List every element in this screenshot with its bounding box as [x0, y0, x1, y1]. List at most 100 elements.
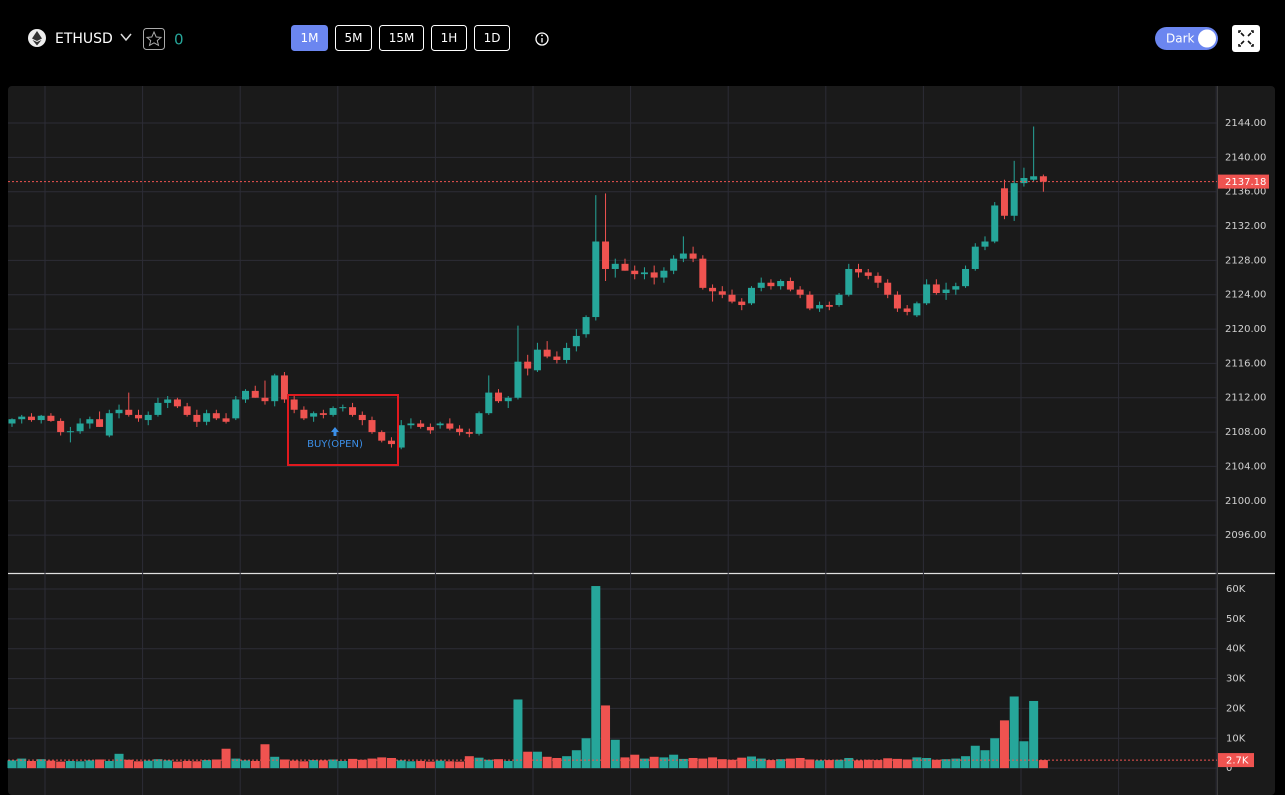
y-tick-label: 2108.00 — [1225, 427, 1266, 438]
volume-bar — [182, 760, 192, 769]
candle-body — [689, 253, 697, 259]
info-button[interactable] — [535, 32, 549, 46]
volume-bar — [1019, 741, 1029, 769]
volume-bar — [523, 751, 533, 769]
candle-body — [1010, 183, 1018, 216]
trade-annotation: BUY(OPEN) — [307, 439, 363, 450]
candle-body — [1020, 177, 1028, 184]
candle-body — [543, 349, 551, 357]
candle-body — [514, 361, 522, 398]
volume-bar — [231, 758, 241, 769]
volume-bar — [484, 759, 494, 769]
candle-body — [806, 294, 814, 309]
highlight-box — [287, 394, 399, 466]
volume-bar — [669, 754, 679, 769]
interval-button[interactable]: 1M — [291, 25, 328, 51]
button-label: 1D — [484, 31, 501, 45]
candle-body — [105, 413, 113, 436]
volume-bar — [104, 760, 114, 769]
candle-body — [747, 287, 755, 304]
volume-bar — [7, 760, 17, 769]
candle-body — [465, 432, 473, 434]
candle-body — [962, 268, 970, 287]
volume-bar — [338, 760, 348, 769]
volume-bar — [912, 757, 922, 769]
candle-body — [533, 349, 541, 371]
volume-bar — [299, 761, 309, 769]
volume-bar — [883, 758, 893, 769]
button-bg — [335, 25, 372, 51]
y-tick-label: 40K — [1226, 644, 1246, 655]
candle-body — [553, 356, 561, 360]
volume-bar — [737, 757, 747, 769]
volume-bar — [416, 760, 426, 769]
volume-bar — [56, 761, 66, 769]
candle-body — [232, 399, 240, 419]
candle-body — [611, 263, 619, 269]
volume-bar — [318, 760, 328, 769]
volume-bar — [630, 754, 640, 769]
y-tick-label: 30K — [1226, 674, 1246, 685]
candle-body — [47, 415, 55, 421]
volume-bar — [844, 757, 854, 769]
volume-bar — [396, 760, 406, 769]
candle-body — [37, 415, 45, 421]
candle-body — [134, 414, 142, 419]
volume-bar — [601, 705, 611, 769]
volume-value-label: 2.7K — [1226, 756, 1249, 767]
star — [145, 30, 163, 47]
candle-body — [378, 432, 386, 441]
interval-button[interactable]: 5M — [335, 25, 372, 51]
candle-body — [18, 416, 26, 420]
candle-body — [757, 282, 765, 288]
candle-body — [504, 397, 512, 402]
candle-body — [874, 275, 882, 283]
theme-toggle[interactable]: Dark — [1155, 27, 1218, 50]
volume-bar — [892, 758, 902, 769]
y-tick-label: 20K — [1226, 703, 1246, 714]
interval-button[interactable]: 1D — [474, 25, 510, 51]
volume-bar — [143, 760, 153, 769]
volume-bar — [834, 759, 844, 769]
interval-button[interactable]: 15M — [379, 25, 424, 51]
volume-bar — [17, 758, 27, 769]
candle-body — [903, 308, 911, 312]
candle-body — [495, 392, 502, 402]
volume-bar — [172, 761, 182, 769]
candle-body — [203, 413, 211, 422]
candle-body — [1000, 188, 1008, 216]
candle-body — [786, 281, 794, 290]
candle-body — [913, 303, 921, 316]
volume-bar — [688, 757, 698, 769]
volume-bar — [678, 758, 688, 769]
candle-body — [300, 409, 308, 419]
volume-bar — [95, 759, 105, 769]
candle-body — [426, 426, 434, 431]
y-tick-label: 2140.00 — [1225, 152, 1266, 163]
fullscreen-button[interactable] — [1232, 25, 1260, 52]
candle-body — [319, 413, 327, 415]
last-price-label: 2137.18 — [1225, 177, 1266, 188]
candle-body — [144, 414, 152, 421]
favorite-button[interactable] — [143, 28, 165, 50]
y-tick-label: 50K — [1226, 614, 1246, 625]
candle-body — [1030, 176, 1038, 180]
candle-body — [173, 399, 181, 407]
candle-body — [242, 390, 250, 400]
volume-bar — [805, 759, 815, 769]
symbol-selector[interactable]: ETHUSD — [28, 29, 132, 47]
volume-bar — [649, 756, 659, 769]
y-tick-label: 2096.00 — [1225, 530, 1266, 541]
volume-bar — [202, 760, 212, 769]
y-tick-label: 2100.00 — [1225, 496, 1266, 507]
candle-body — [251, 390, 259, 398]
candle-body — [893, 294, 901, 309]
volume-bar — [455, 761, 465, 769]
interval-button[interactable]: 1H — [431, 25, 467, 51]
volume-bar — [766, 760, 776, 769]
candle-body — [349, 407, 357, 415]
button-bg — [474, 25, 510, 51]
volume-bar — [1038, 760, 1048, 769]
candle-body — [57, 420, 65, 433]
volume-bar — [610, 739, 620, 769]
